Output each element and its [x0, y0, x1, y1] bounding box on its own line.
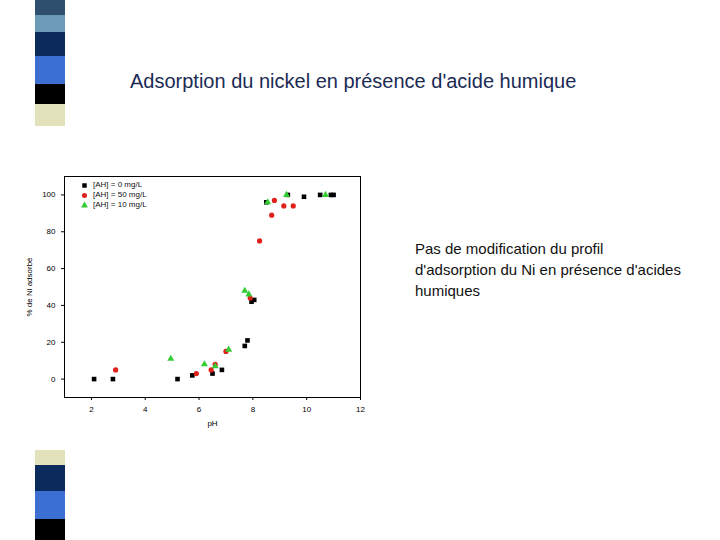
svg-text:80: 80 [47, 227, 56, 236]
svg-text:2: 2 [89, 405, 94, 414]
html-text:Adsorption du nickel en présen: Adsorption du nickel en présence d'acide… [130, 70, 577, 92]
html-text:[AH] = 0 mg/L: [AH] = 0 mg/L [93, 180, 143, 189]
svg-text:0: 0 [51, 375, 56, 384]
svg-text:12: 12 [356, 405, 365, 414]
svg-text:pH: pH [207, 419, 217, 428]
svg-text:6: 6 [197, 405, 202, 414]
html-text:[AH] = 50 mg/L: [AH] = 50 mg/L [93, 190, 147, 199]
svg-text:4: 4 [143, 405, 148, 414]
html-text:[AH] = 10 mg/L: [AH] = 10 mg/L [93, 200, 147, 209]
html-text:Pas de modification du profil: Pas de modification du profil d'adsorpti… [415, 240, 681, 299]
svg-text:60: 60 [47, 264, 56, 273]
svg-text:40: 40 [47, 301, 56, 310]
svg-text:% de Ni adsorbé: % de Ni adsorbé [25, 257, 34, 317]
svg-text:100: 100 [42, 190, 56, 199]
svg-text:10: 10 [302, 405, 311, 414]
svg-text:20: 20 [47, 338, 56, 347]
svg-text:8: 8 [251, 405, 256, 414]
